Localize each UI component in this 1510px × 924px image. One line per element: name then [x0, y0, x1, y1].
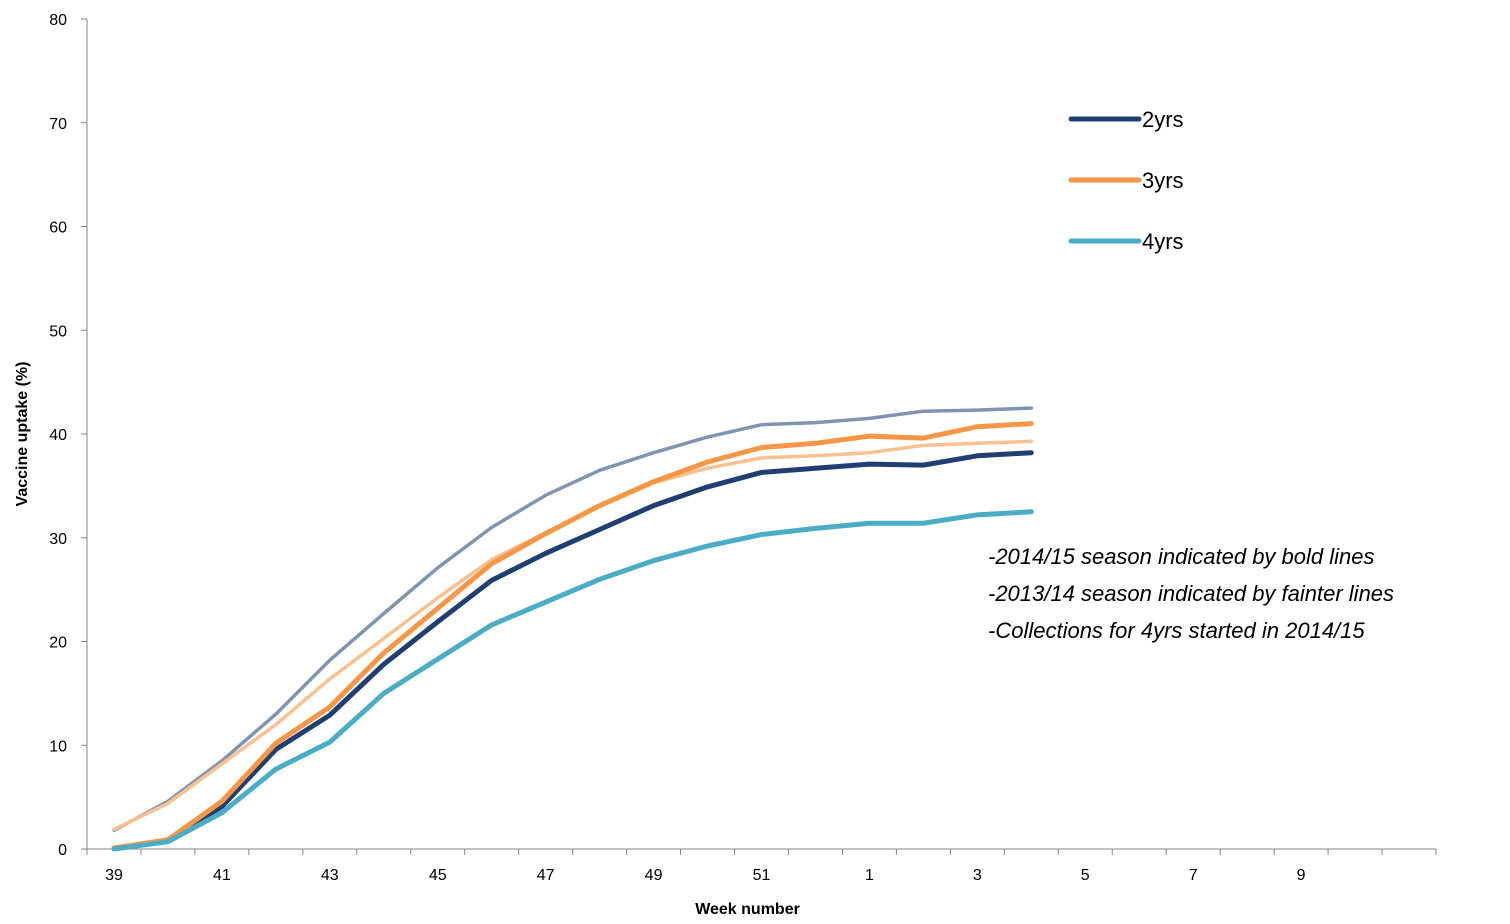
- annotation-line: -2013/14 season indicated by fainter lin…: [988, 581, 1394, 606]
- series-line-2yrs-2014-15: [111, 450, 1034, 851]
- x-axis-title: Week number: [695, 901, 800, 918]
- x-tick-label: 5: [1081, 867, 1090, 884]
- y-tick-label: 30: [49, 531, 67, 548]
- y-tick-label: 10: [49, 738, 67, 755]
- y-tick-label: 70: [49, 116, 67, 133]
- x-tick-label: 51: [753, 867, 771, 884]
- x-tick-label: 41: [213, 867, 231, 884]
- y-tick-label: 0: [58, 842, 67, 859]
- x-tick-label: 43: [321, 867, 339, 884]
- y-tick-label: 20: [49, 635, 67, 652]
- annotations: -2014/15 season indicated by bold lines -…: [988, 544, 1394, 643]
- series-layer: [111, 406, 1034, 852]
- series-line-unlabeled-2013-14: [112, 406, 1034, 833]
- legend-label-3yrs: 3yrs: [1142, 168, 1184, 193]
- legend-label-2yrs: 2yrs: [1142, 107, 1184, 132]
- x-tick-label: 1: [865, 867, 874, 884]
- x-tick-label: 45: [429, 867, 447, 884]
- x-tick-label: 3: [973, 867, 982, 884]
- annotation-line: -2014/15 season indicated by bold lines: [988, 544, 1375, 569]
- x-tick-label: 49: [645, 867, 663, 884]
- y-tick-label: 60: [49, 220, 67, 237]
- y-tick-label: 80: [49, 12, 67, 29]
- legend-label-4yrs: 4yrs: [1142, 229, 1184, 254]
- series-line-4yrs-2014-15: [111, 509, 1034, 852]
- axes: 0 10 20 30 40 50 60 70 80 39 41 43 45 47 49 51 1 3 5 7 9: [49, 12, 1437, 884]
- x-tick-label: 7: [1189, 867, 1198, 884]
- annotation-line: -Collections for 4yrs started in 2014/15: [988, 618, 1365, 643]
- x-tick-label: 9: [1297, 867, 1306, 884]
- legend: 2yrs 3yrs 4yrs: [1068, 107, 1184, 254]
- x-tick-label: 39: [105, 867, 123, 884]
- x-tick-label: 47: [537, 867, 555, 884]
- series-line-3yrs-2014-15: [111, 421, 1034, 851]
- y-axis-title: Vaccine uptake (%): [14, 362, 31, 507]
- y-tick-label: 40: [49, 427, 67, 444]
- y-tick-label: 50: [49, 323, 67, 340]
